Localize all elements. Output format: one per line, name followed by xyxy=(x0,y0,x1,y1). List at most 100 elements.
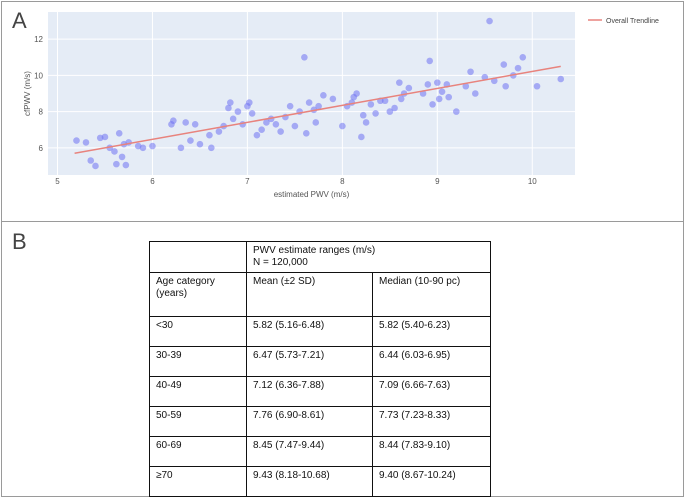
data-point xyxy=(248,110,256,117)
data-point xyxy=(87,157,95,164)
cell-age: ≥70 xyxy=(149,466,247,497)
data-point xyxy=(471,90,479,97)
x-tick-label: 8 xyxy=(340,177,345,186)
data-point xyxy=(424,81,432,88)
x-tick-label: 7 xyxy=(245,177,250,186)
data-point xyxy=(339,122,346,130)
data-point xyxy=(208,144,215,152)
legend: Overall Trendline xyxy=(588,18,659,25)
data-point xyxy=(272,120,280,128)
cell-median: 8.44 (7.83-9.10) xyxy=(372,436,491,467)
legend-label-trendline: Overall Trendline xyxy=(606,18,659,25)
y-tick-label: 12 xyxy=(34,35,43,44)
table-row: ≥70 9.43 (8.18-10.68) 9.40 (8.67-10.24) xyxy=(149,466,491,497)
data-point xyxy=(429,101,436,108)
column-header-median: Median (10-90 pc) xyxy=(372,272,491,317)
data-point xyxy=(329,95,337,103)
x-tick-label: 5 xyxy=(55,177,60,186)
table-row: <30 5.82 (5.16-6.48) 5.82 (5.40-6.23) xyxy=(149,316,491,347)
data-point xyxy=(302,130,310,137)
y-tick-label: 10 xyxy=(34,71,43,80)
data-point xyxy=(253,131,261,139)
data-point xyxy=(118,153,126,161)
x-axis-title: estimated PWV (m/s) xyxy=(274,190,350,199)
cell-mean: 8.45 (7.47-9.44) xyxy=(246,436,373,467)
cell-mean: 5.82 (5.16-6.48) xyxy=(246,316,373,347)
data-point xyxy=(291,122,299,130)
y-tick-label: 8 xyxy=(39,108,44,117)
data-point xyxy=(258,126,265,134)
pwv-table: PWV estimate ranges (m/s) N = 120,000 Ag… xyxy=(149,241,491,497)
data-point xyxy=(438,88,446,95)
data-point xyxy=(426,57,434,65)
y-tick-label: 6 xyxy=(39,144,44,153)
data-point xyxy=(391,104,398,112)
data-point xyxy=(215,128,223,135)
y-axis-title: cfPWV (m/s) xyxy=(23,71,32,116)
group-header-line-2: N = 120,000 xyxy=(253,257,308,268)
table-group-header-row: PWV estimate ranges (m/s) N = 120,000 xyxy=(149,241,491,273)
data-point xyxy=(397,95,405,103)
data-point xyxy=(386,108,394,115)
data-point xyxy=(92,162,99,170)
data-point xyxy=(246,99,253,106)
data-point xyxy=(196,140,204,148)
cell-mean: 7.76 (6.90-8.61) xyxy=(246,406,373,437)
data-point xyxy=(170,117,177,124)
data-point xyxy=(359,111,367,119)
cell-age: 40-49 xyxy=(149,376,247,407)
data-point xyxy=(514,64,522,72)
data-point xyxy=(320,92,327,99)
data-point xyxy=(353,90,360,97)
table-group-header: PWV estimate ranges (m/s) N = 120,000 xyxy=(246,241,491,273)
data-point xyxy=(500,61,508,68)
data-point xyxy=(519,53,527,61)
panel-b-label: B xyxy=(12,229,27,254)
cell-mean: 9.43 (8.18-10.68) xyxy=(246,466,373,497)
data-point xyxy=(277,128,284,135)
y-tick-labels: 6 8 10 12 xyxy=(34,35,43,153)
data-point xyxy=(227,99,234,106)
data-point xyxy=(301,53,308,61)
cell-median: 5.82 (5.40-6.23) xyxy=(372,316,491,347)
data-point xyxy=(187,137,194,144)
x-tick-labels: 5 6 7 8 9 10 xyxy=(55,177,537,186)
data-point xyxy=(396,79,403,86)
plot-background xyxy=(48,12,575,175)
x-tick-label: 9 xyxy=(435,177,440,186)
data-point xyxy=(372,110,379,117)
data-point xyxy=(149,142,156,150)
data-point xyxy=(435,95,443,103)
data-point xyxy=(557,75,565,83)
data-point xyxy=(182,119,189,126)
data-point xyxy=(502,82,509,90)
x-tick-label: 6 xyxy=(150,177,155,186)
data-point xyxy=(445,93,453,101)
data-point xyxy=(367,101,375,108)
table-column-header-row: Age category (years) Mean (±2 SD) Median… xyxy=(149,272,491,317)
data-point xyxy=(139,144,147,152)
data-point xyxy=(362,119,370,126)
data-point xyxy=(73,137,80,144)
data-points xyxy=(73,17,565,170)
cell-age: 60-69 xyxy=(149,436,247,467)
cell-age: 50-59 xyxy=(149,406,247,437)
cell-median: 7.09 (6.66-7.63) xyxy=(372,376,491,407)
data-point xyxy=(234,108,242,115)
data-point xyxy=(305,99,313,106)
data-point xyxy=(434,79,441,86)
data-point xyxy=(229,115,237,123)
data-point xyxy=(533,82,541,90)
data-point xyxy=(206,131,213,139)
data-point xyxy=(263,119,270,126)
panel-divider xyxy=(1,221,684,222)
data-point xyxy=(111,148,118,155)
trendline xyxy=(74,65,561,155)
data-point xyxy=(82,139,90,146)
data-point xyxy=(358,133,365,141)
data-point xyxy=(481,73,489,81)
data-point xyxy=(315,102,322,110)
group-header-line-1: PWV estimate ranges (m/s) xyxy=(253,245,376,256)
data-point xyxy=(122,161,130,169)
